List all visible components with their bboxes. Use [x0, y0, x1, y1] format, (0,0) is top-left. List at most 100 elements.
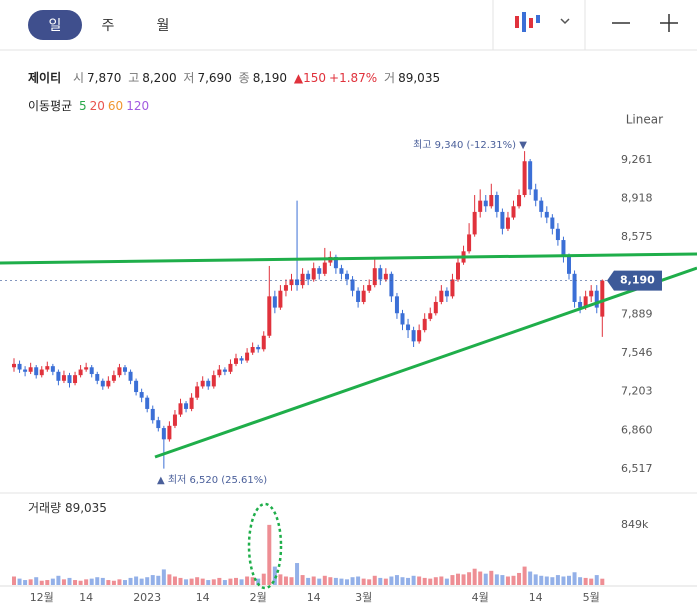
scale-mode[interactable]: Linear	[626, 113, 663, 127]
high-annotation: 최고 9,340 (-12.31%) ▼	[413, 139, 527, 151]
tab[interactable]: 일	[49, 18, 62, 34]
candle-body	[317, 268, 322, 274]
candle-body	[528, 161, 533, 190]
chart-type-icon[interactable]	[515, 12, 540, 32]
volume-bar	[494, 574, 499, 585]
candle-body	[555, 228, 560, 241]
volume-bar	[406, 577, 411, 585]
candle-body	[583, 296, 588, 308]
volume-bar	[134, 576, 139, 585]
candle-body	[522, 161, 527, 196]
volume-bar	[317, 578, 322, 585]
volume-bar	[472, 568, 477, 585]
volume-bar	[56, 575, 61, 585]
volume-bar	[278, 574, 283, 585]
candle-body	[500, 211, 505, 229]
candle-body	[167, 425, 172, 440]
candle-body	[95, 374, 100, 381]
volume-bar	[539, 575, 544, 585]
y-tick-label: 7,546	[621, 346, 653, 359]
volume-bar	[17, 578, 22, 585]
candle-body	[389, 273, 394, 297]
candle-body	[578, 301, 583, 308]
y-tick-label: 6,860	[621, 423, 653, 436]
candle-body	[567, 256, 571, 274]
volume-bar	[172, 576, 177, 585]
candle-body	[472, 211, 477, 235]
candle-body	[367, 285, 372, 291]
volume-bar	[111, 580, 116, 585]
dropdown-chevron[interactable]	[560, 18, 570, 25]
label: 거	[384, 71, 396, 85]
candle-body	[478, 200, 483, 212]
candle-body	[250, 347, 255, 353]
candle-body	[483, 200, 488, 207]
current-price-box	[607, 270, 662, 291]
volume-bar	[489, 570, 494, 585]
candle-body	[439, 290, 444, 302]
label: 저	[183, 71, 195, 85]
ma-period: 5	[79, 99, 87, 113]
volume-bar	[50, 578, 55, 585]
volume-bar	[383, 578, 388, 585]
volume-bar	[350, 577, 355, 585]
zoom-in[interactable]	[660, 14, 678, 32]
candle-body	[245, 352, 250, 361]
tab[interactable]: 주	[102, 18, 115, 34]
y-tick-label: 6,517	[621, 462, 653, 475]
plot: 6,5176,8607,2037,5467,8898,2328,5758,918…	[12, 151, 653, 604]
volume-bar	[78, 580, 83, 585]
volume-bar	[178, 577, 183, 585]
candle-body	[45, 366, 50, 370]
candle-body	[189, 397, 194, 409]
volume-bar	[594, 575, 599, 585]
volume-bar	[533, 574, 538, 585]
candle-body	[283, 285, 288, 291]
volume-bar	[450, 575, 455, 585]
volume-bar	[106, 580, 111, 585]
candle-body	[333, 256, 338, 269]
candle-body	[600, 280, 605, 317]
candle-body	[406, 324, 411, 331]
volume-bar	[272, 566, 277, 585]
candle-body	[289, 279, 294, 286]
label: 시	[72, 71, 84, 85]
tab-active-bg[interactable]	[28, 10, 82, 40]
volume-bar	[356, 576, 361, 585]
volume-bar	[222, 580, 227, 585]
candle-body	[350, 279, 355, 291]
candle-body	[195, 386, 200, 398]
volume-bar	[23, 580, 28, 585]
candle-body	[217, 369, 222, 376]
candle-body	[61, 375, 66, 381]
candle-body	[89, 367, 94, 375]
change-pct: +1.87%	[329, 71, 378, 85]
volume-bar	[184, 579, 189, 585]
candle-body	[372, 268, 377, 286]
volume-bar	[328, 577, 333, 585]
volume-bar	[239, 579, 244, 585]
volume-bar	[544, 576, 549, 585]
volume-bar	[234, 577, 238, 585]
volume-bar	[600, 578, 605, 585]
volume-bar	[139, 578, 144, 585]
candle-body	[73, 375, 78, 384]
candle-body	[200, 380, 205, 387]
candle-body	[295, 279, 300, 286]
candle-body	[417, 330, 422, 342]
volume-bar	[333, 577, 338, 585]
candle-body	[178, 403, 183, 415]
highlight-ellipse	[247, 502, 283, 590]
candle-body	[150, 408, 155, 421]
volume-bar	[283, 576, 288, 585]
volume-bar	[456, 573, 460, 585]
volume-bar	[67, 577, 72, 585]
volume-bar	[444, 578, 449, 585]
volume-bar	[123, 580, 127, 585]
candle-body	[106, 380, 111, 387]
candle-body	[184, 403, 189, 409]
volume-bar	[411, 575, 416, 585]
tab[interactable]: 월	[157, 18, 170, 34]
